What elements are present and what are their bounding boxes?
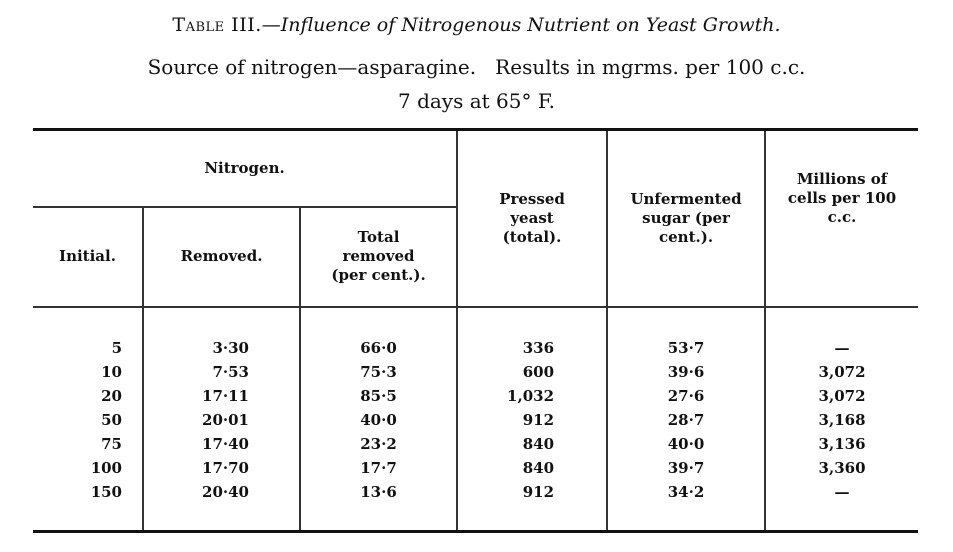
cell-removed: 20·01 bbox=[202, 410, 249, 429]
cell-pressed-yeast: 336 bbox=[522, 338, 555, 357]
table-subtitle: Source of nitrogen—asparagine. Results i… bbox=[147, 55, 806, 79]
header-initial: Initial. bbox=[33, 206, 143, 308]
cell-removed: 3·30 bbox=[212, 338, 249, 357]
column-cells: — 3,072 3,072 3,168 3,136 3,360 — bbox=[764, 306, 919, 533]
cell-unfermented-sugar: 27·6 bbox=[667, 386, 705, 405]
header-unfermented-sugar: Unfermented sugar (per cent.). bbox=[606, 128, 766, 308]
cell-total-removed: 85·5 bbox=[360, 386, 397, 405]
cell-initial: 100 bbox=[90, 458, 122, 477]
cell-cells: 3,360 bbox=[818, 458, 866, 477]
cell-pressed-yeast: 912 bbox=[522, 410, 555, 429]
cell-unfermented-sugar: 53·7 bbox=[667, 338, 705, 357]
table-conditions: 7 days at 65° F. bbox=[398, 89, 555, 113]
column-initial: 5 10 20 50 75 100 150 bbox=[33, 306, 143, 533]
header-pressed-yeast: Pressed yeast (total). bbox=[456, 128, 608, 308]
cell-total-removed: 75·3 bbox=[360, 362, 397, 381]
cell-total-removed: 66·0 bbox=[360, 338, 397, 357]
cell-removed: 17·70 bbox=[202, 458, 249, 477]
cell-cells: 3,072 bbox=[818, 362, 866, 381]
cell-unfermented-sugar: 28·7 bbox=[667, 410, 705, 429]
header-total-removed: Total removed (per cent.). bbox=[298, 206, 458, 308]
cell-removed: 20·40 bbox=[202, 482, 249, 501]
cell-initial: 50 bbox=[101, 410, 122, 429]
cell-initial: 75 bbox=[101, 434, 122, 453]
cell-initial: 20 bbox=[101, 386, 122, 405]
cell-pressed-yeast: 600 bbox=[522, 362, 555, 381]
cell-total-removed: 17·7 bbox=[360, 458, 397, 477]
cell-initial: 150 bbox=[90, 482, 122, 501]
cell-removed: 17·11 bbox=[202, 386, 249, 405]
cell-unfermented-sugar: 39·6 bbox=[667, 362, 705, 381]
cell-pressed-yeast: 840 bbox=[522, 434, 555, 453]
cell-pressed-yeast: 840 bbox=[522, 458, 555, 477]
table-title: —Influence of Nitrogenous Nutrient on Ye… bbox=[261, 14, 781, 36]
data-table: Nitrogen. Pressed yeast (total). Unferme… bbox=[33, 128, 919, 533]
cell-initial: 10 bbox=[101, 362, 122, 381]
cell-unfermented-sugar: 34·2 bbox=[667, 482, 705, 501]
header-removed: Removed. bbox=[142, 206, 300, 308]
cell-initial: 5 bbox=[111, 338, 122, 357]
column-unfermented-sugar: 53·7 39·6 27·6 28·7 40·0 39·7 34·2 bbox=[606, 306, 766, 533]
cell-total-removed: 40·0 bbox=[360, 410, 397, 429]
cell-pressed-yeast: 1,032 bbox=[507, 386, 555, 405]
cell-cells: — bbox=[834, 482, 850, 501]
table-label: Table III. bbox=[172, 14, 262, 36]
cell-cells: 3,136 bbox=[818, 434, 866, 453]
cell-pressed-yeast: 912 bbox=[522, 482, 555, 501]
header-nitrogen: Nitrogen. bbox=[33, 128, 458, 208]
cell-cells: 3,072 bbox=[818, 386, 866, 405]
column-pressed-yeast: 336 600 1,032 912 840 840 912 bbox=[456, 306, 608, 533]
cell-total-removed: 23·2 bbox=[360, 434, 397, 453]
header-cells: Millions of cells per 100 c.c. bbox=[764, 128, 919, 308]
cell-unfermented-sugar: 39·7 bbox=[667, 458, 705, 477]
cell-total-removed: 13·6 bbox=[360, 482, 397, 501]
cell-removed: 7·53 bbox=[212, 362, 249, 381]
cell-unfermented-sugar: 40·0 bbox=[667, 434, 705, 453]
table-caption: Table III.—Influence of Nitrogenous Nutr… bbox=[0, 14, 953, 36]
cell-cells: — bbox=[834, 338, 850, 357]
column-total-removed: 66·0 75·3 85·5 40·0 23·2 17·7 13·6 bbox=[298, 306, 458, 533]
column-removed: 3·30 7·53 17·11 20·01 17·40 17·70 20·40 bbox=[142, 306, 300, 533]
cell-removed: 17·40 bbox=[202, 434, 249, 453]
cell-cells: 3,168 bbox=[818, 410, 866, 429]
